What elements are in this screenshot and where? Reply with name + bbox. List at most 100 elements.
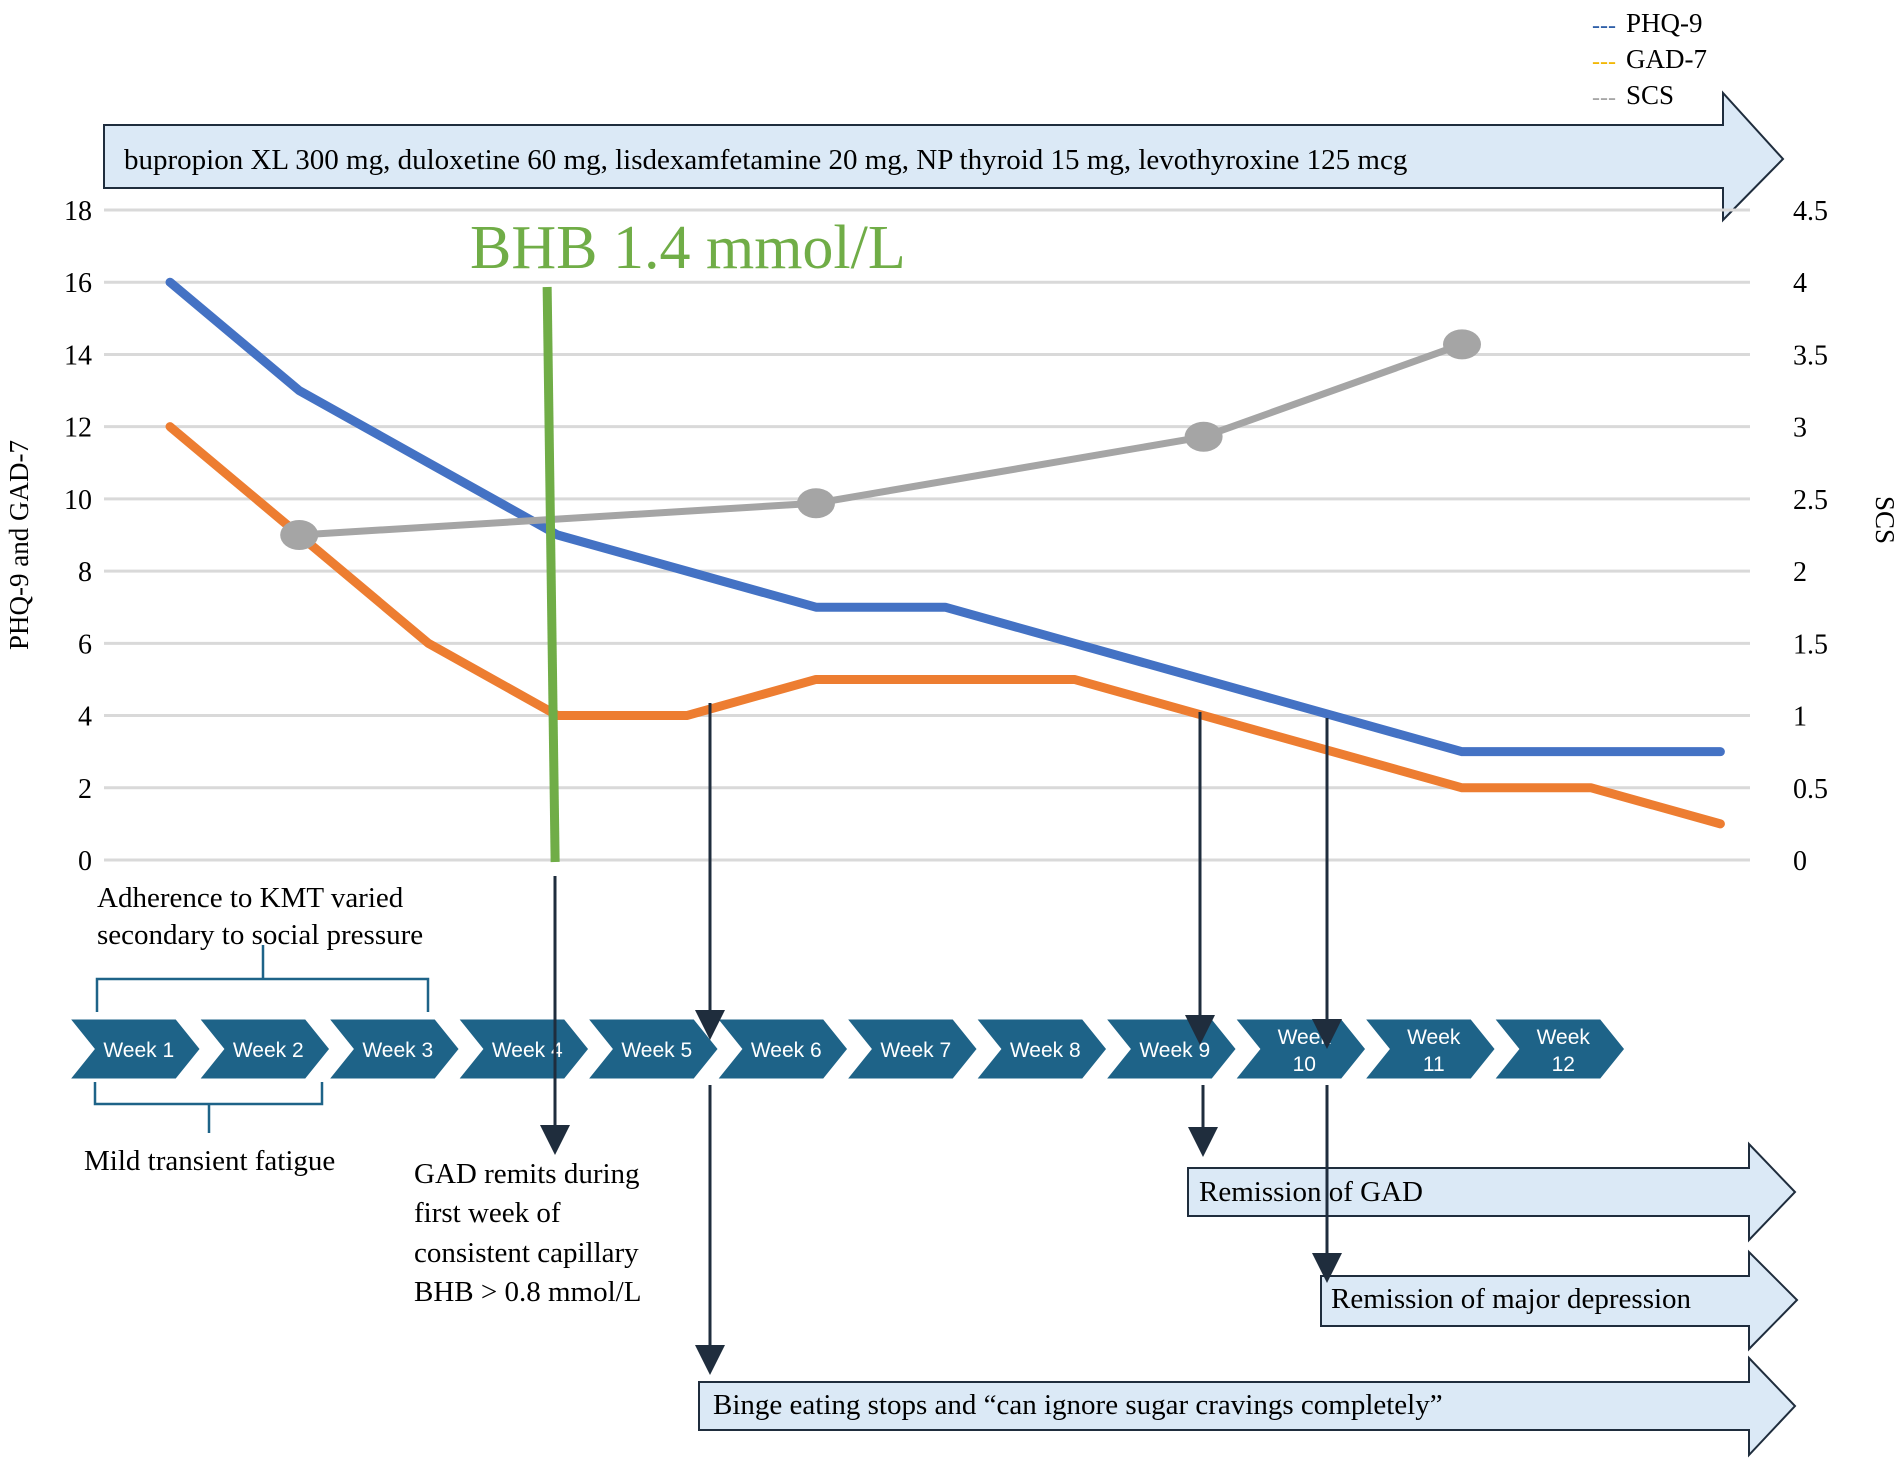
week-chevron-8: Week 8 <box>971 1016 1110 1082</box>
remission-depression-text: Remission of major depression <box>1331 1283 1692 1315</box>
bhb-marker: BHB 1.4 mmol/L <box>470 214 906 863</box>
left-tick-7: 14 <box>64 340 92 371</box>
left-axis-label: PHQ-9 and GAD-7 <box>4 440 34 650</box>
scs-point-0 <box>280 520 319 550</box>
legend-label-gad7: GAD-7 <box>1626 44 1707 74</box>
scs-point-1 <box>797 488 835 519</box>
left-tick-6: 12 <box>64 413 92 444</box>
week-label: Week 9 <box>1139 1039 1210 1062</box>
week-chevron-shape <box>194 1016 333 1082</box>
legend-label-scs: SCS <box>1626 80 1674 110</box>
week-chevron-10: Week 10 <box>1230 1016 1369 1082</box>
scs-point-2 <box>1184 421 1223 452</box>
binge-arrow: Binge eating stops and “can ignore sugar… <box>698 1355 1797 1458</box>
fatigue-annotation: Mild transient fatigue <box>84 1082 335 1177</box>
scs-point-3 <box>1443 329 1481 360</box>
series-line-phq9 <box>165 277 1725 757</box>
week-chevron-6: Week 6 <box>712 1016 851 1082</box>
right-axis-label: SCS <box>1870 496 1900 544</box>
gad-remits-annotation: GAD remits during first week of consiste… <box>414 1158 641 1308</box>
series-line-gad7 <box>165 422 1725 829</box>
legend-label-phq9: PHQ-9 <box>1626 8 1703 38</box>
gridlines <box>104 208 1750 862</box>
week-chevron-12: Week 12 <box>1489 1016 1628 1082</box>
week-label: Week 7 <box>880 1039 951 1062</box>
medication-banner-text: bupropion XL 300 mg, duloxetine 60 mg, l… <box>124 144 1407 176</box>
series-layer <box>165 277 1725 829</box>
left-tick-5: 10 <box>64 485 92 516</box>
week-chevron-3: Week 3 <box>323 1016 463 1082</box>
right-axis-ticks: 0 0.5 1 1.5 2 2.5 3 3.5 4 4.5 <box>1793 196 1828 877</box>
left-tick-0: 0 <box>78 846 92 877</box>
week-label: Week 1 <box>103 1039 174 1062</box>
binge-shape <box>698 1355 1797 1458</box>
week-chevron-shape <box>453 1016 592 1082</box>
gad-remits-line-1: GAD remits during <box>414 1158 640 1190</box>
legend-marker-phq9: --- <box>1592 13 1616 39</box>
week-chevron-1: Week 1 <box>64 1016 204 1082</box>
fatigue-text: Mild transient fatigue <box>84 1145 335 1177</box>
left-tick-8: 16 <box>64 268 92 299</box>
remission-depression-arrow: Remission of major depression <box>1320 1249 1799 1352</box>
connector-arrows <box>540 703 1342 1375</box>
week-chevron-11: Week 11 <box>1359 1016 1499 1082</box>
right-tick-1: 0.5 <box>1793 774 1828 805</box>
left-axis-ticks: 0 2 4 6 8 10 12 14 16 18 <box>64 196 92 877</box>
week-label: Week 2 <box>233 1039 304 1062</box>
remission-gad-arrow: Remission of GAD <box>1187 1141 1797 1243</box>
fatigue-bracket <box>93 1082 324 1133</box>
week-chevron-shape <box>64 1016 204 1082</box>
medication-banner: bupropion XL 300 mg, duloxetine 60 mg, l… <box>103 90 1785 223</box>
week-chevron-shape <box>712 1016 851 1082</box>
right-tick-2: 1 <box>1793 702 1807 733</box>
week-chevron-shape <box>971 1016 1110 1082</box>
gad-remits-line-2: first week of <box>414 1197 561 1229</box>
week-label: Week <box>1278 1026 1332 1049</box>
week-label: Week 3 <box>362 1039 433 1062</box>
right-tick-3: 1.5 <box>1793 629 1828 660</box>
week-label: Week 5 <box>621 1039 692 1062</box>
adherence-text-line-1: Adherence to KMT varied <box>97 882 404 914</box>
remission-gad-text: Remission of GAD <box>1199 1176 1423 1208</box>
right-tick-8: 4 <box>1793 268 1807 299</box>
week-chevron-7: Week 7 <box>841 1016 981 1082</box>
week-chevron-shape <box>323 1016 463 1082</box>
legend-marker-gad7: --- <box>1592 49 1616 75</box>
week-label: Week <box>1537 1026 1591 1049</box>
right-tick-4: 2 <box>1793 557 1807 588</box>
right-tick-5: 2.5 <box>1793 485 1828 516</box>
left-tick-2: 4 <box>78 702 92 733</box>
right-tick-0: 0 <box>1793 846 1807 877</box>
week-number: 11 <box>1423 1053 1445 1076</box>
adherence-text-line-2: secondary to social pressure <box>97 919 423 951</box>
week-chevron-shape <box>841 1016 981 1082</box>
week-chevron-shape <box>1359 1016 1499 1082</box>
left-tick-9: 18 <box>64 196 92 227</box>
left-tick-4: 8 <box>78 557 92 588</box>
week-number: 10 <box>1293 1053 1316 1076</box>
adherence-bracket <box>95 945 430 1012</box>
week-label: Week <box>1407 1026 1461 1049</box>
legend: --- PHQ-9 --- GAD-7 --- SCS <box>1592 8 1707 111</box>
gad-remits-line-4: BHB > 0.8 mmol/L <box>414 1276 641 1308</box>
series-line-scs <box>295 340 1466 539</box>
binge-text: Binge eating stops and “can ignore sugar… <box>713 1389 1443 1421</box>
medication-banner-arrow <box>103 90 1785 223</box>
right-tick-9: 4.5 <box>1793 196 1828 227</box>
right-tick-6: 3 <box>1793 413 1807 444</box>
left-tick-3: 6 <box>78 629 92 660</box>
legend-marker-scs: --- <box>1592 85 1616 111</box>
week-chevron-4: Week 4 <box>453 1016 592 1082</box>
remission-gad-shape <box>1187 1141 1797 1243</box>
bhb-marker-line <box>542 286 560 863</box>
right-tick-7: 3.5 <box>1793 340 1828 371</box>
week-chevron-shape <box>582 1016 722 1082</box>
week-chevron-9: Week 9 <box>1100 1016 1240 1082</box>
week-label: Week 8 <box>1010 1039 1081 1062</box>
remission-depression-shape <box>1320 1249 1799 1352</box>
gad-remits-line-3: consistent capillary <box>414 1237 639 1269</box>
bhb-marker-label: BHB 1.4 mmol/L <box>470 214 906 282</box>
adherence-annotation: Adherence to KMT varied secondary to soc… <box>95 882 430 1012</box>
left-tick-1: 2 <box>78 774 92 805</box>
